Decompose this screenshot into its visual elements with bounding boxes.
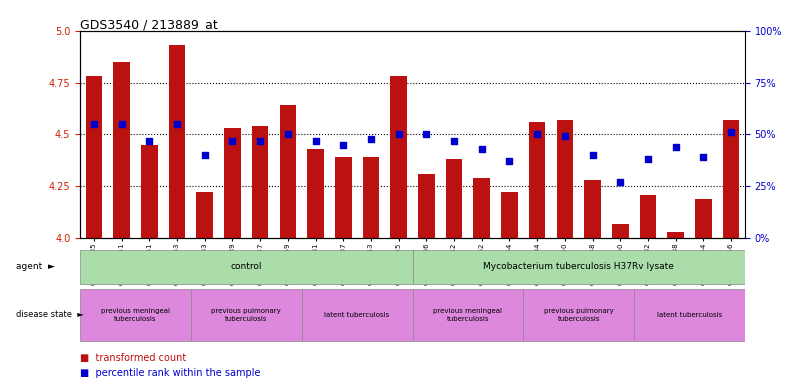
Bar — [308, 149, 324, 238]
Bar — [634, 289, 745, 341]
Point — [143, 137, 155, 144]
Bar — [191, 289, 302, 341]
Point — [199, 152, 211, 158]
Bar — [280, 105, 296, 238]
Bar — [557, 120, 574, 238]
Bar — [413, 250, 745, 284]
Bar — [529, 122, 545, 238]
Bar — [473, 178, 490, 238]
Point — [586, 152, 599, 158]
Point — [448, 137, 461, 144]
Text: ■  percentile rank within the sample: ■ percentile rank within the sample — [80, 368, 260, 378]
Point — [115, 121, 128, 127]
Bar — [80, 289, 191, 341]
Point — [364, 136, 377, 142]
Point — [697, 154, 710, 160]
Bar — [723, 120, 739, 238]
Bar — [418, 174, 435, 238]
Point — [171, 121, 183, 127]
Bar — [169, 45, 185, 238]
Bar — [196, 192, 213, 238]
Text: agent  ►: agent ► — [16, 262, 55, 271]
Bar — [667, 232, 684, 238]
Bar — [695, 199, 711, 238]
Point — [392, 131, 405, 137]
Point — [337, 142, 350, 148]
Text: previous pulmonary
tuberculosis: previous pulmonary tuberculosis — [544, 308, 614, 322]
Point — [642, 156, 654, 162]
Point — [503, 158, 516, 164]
Bar — [445, 159, 462, 238]
Text: ■  transformed count: ■ transformed count — [80, 353, 187, 363]
Point — [226, 137, 239, 144]
Bar — [612, 223, 629, 238]
Bar — [390, 76, 407, 238]
Bar — [252, 126, 268, 238]
Text: previous meningeal
tuberculosis: previous meningeal tuberculosis — [433, 308, 502, 322]
Point — [475, 146, 488, 152]
Point — [420, 131, 433, 137]
Point — [670, 144, 682, 150]
Bar — [363, 157, 379, 238]
Point — [281, 131, 294, 137]
Point — [531, 131, 544, 137]
Text: previous meningeal
tuberculosis: previous meningeal tuberculosis — [101, 308, 170, 322]
Point — [87, 121, 100, 127]
Bar — [640, 195, 656, 238]
Text: GDS3540 / 213889_at: GDS3540 / 213889_at — [80, 18, 218, 31]
Bar — [224, 128, 241, 238]
Point — [614, 179, 626, 185]
Bar — [114, 62, 130, 238]
Point — [725, 129, 738, 136]
Bar — [413, 289, 523, 341]
Bar — [302, 289, 413, 341]
Text: control: control — [231, 262, 262, 271]
Bar — [584, 180, 601, 238]
Text: previous pulmonary
tuberculosis: previous pulmonary tuberculosis — [211, 308, 281, 322]
Text: latent tuberculosis: latent tuberculosis — [657, 312, 723, 318]
Bar — [86, 76, 103, 238]
Bar — [335, 157, 352, 238]
Text: disease state  ►: disease state ► — [16, 310, 84, 319]
Text: Mycobacterium tuberculosis H37Rv lysate: Mycobacterium tuberculosis H37Rv lysate — [483, 262, 674, 271]
Bar — [141, 145, 158, 238]
Text: latent tuberculosis: latent tuberculosis — [324, 312, 390, 318]
Point — [558, 133, 571, 139]
Point — [309, 137, 322, 144]
Point — [254, 137, 267, 144]
Bar — [501, 192, 517, 238]
Bar — [80, 250, 413, 284]
Bar — [523, 289, 634, 341]
